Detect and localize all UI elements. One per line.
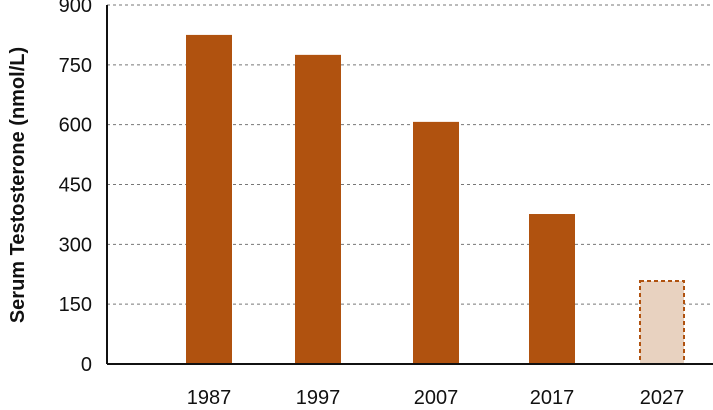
x-tick-label: 2027 [640, 387, 685, 409]
x-tick-label: 1987 [187, 387, 232, 409]
bar [529, 214, 575, 364]
y-tick-label: 300 [59, 234, 92, 256]
y-axis-title: Serum Testosterone (nmol/L) [7, 47, 29, 323]
y-tick-labels: 0 150 300 450 600 750 900 [59, 0, 92, 376]
x-tick-labels: 1987 1997 2007 2017 2027 [187, 387, 685, 409]
gridlines [107, 4, 713, 305]
projected-bar [639, 280, 685, 365]
bar [186, 34, 232, 365]
x-tick-label: 1997 [296, 387, 341, 409]
x-tick-label: 2017 [530, 387, 575, 409]
y-tick-label: 600 [59, 115, 92, 137]
y-tick-label: 0 [81, 354, 92, 376]
y-tick-label: 450 [59, 175, 92, 197]
bar [413, 121, 459, 364]
x-tick-label: 2007 [414, 387, 459, 409]
bar [295, 54, 341, 364]
y-tick-label: 750 [59, 55, 92, 77]
axes [106, 5, 713, 365]
y-tick-label: 150 [59, 294, 92, 316]
bars [186, 34, 685, 365]
y-tick-label: 900 [59, 0, 92, 17]
